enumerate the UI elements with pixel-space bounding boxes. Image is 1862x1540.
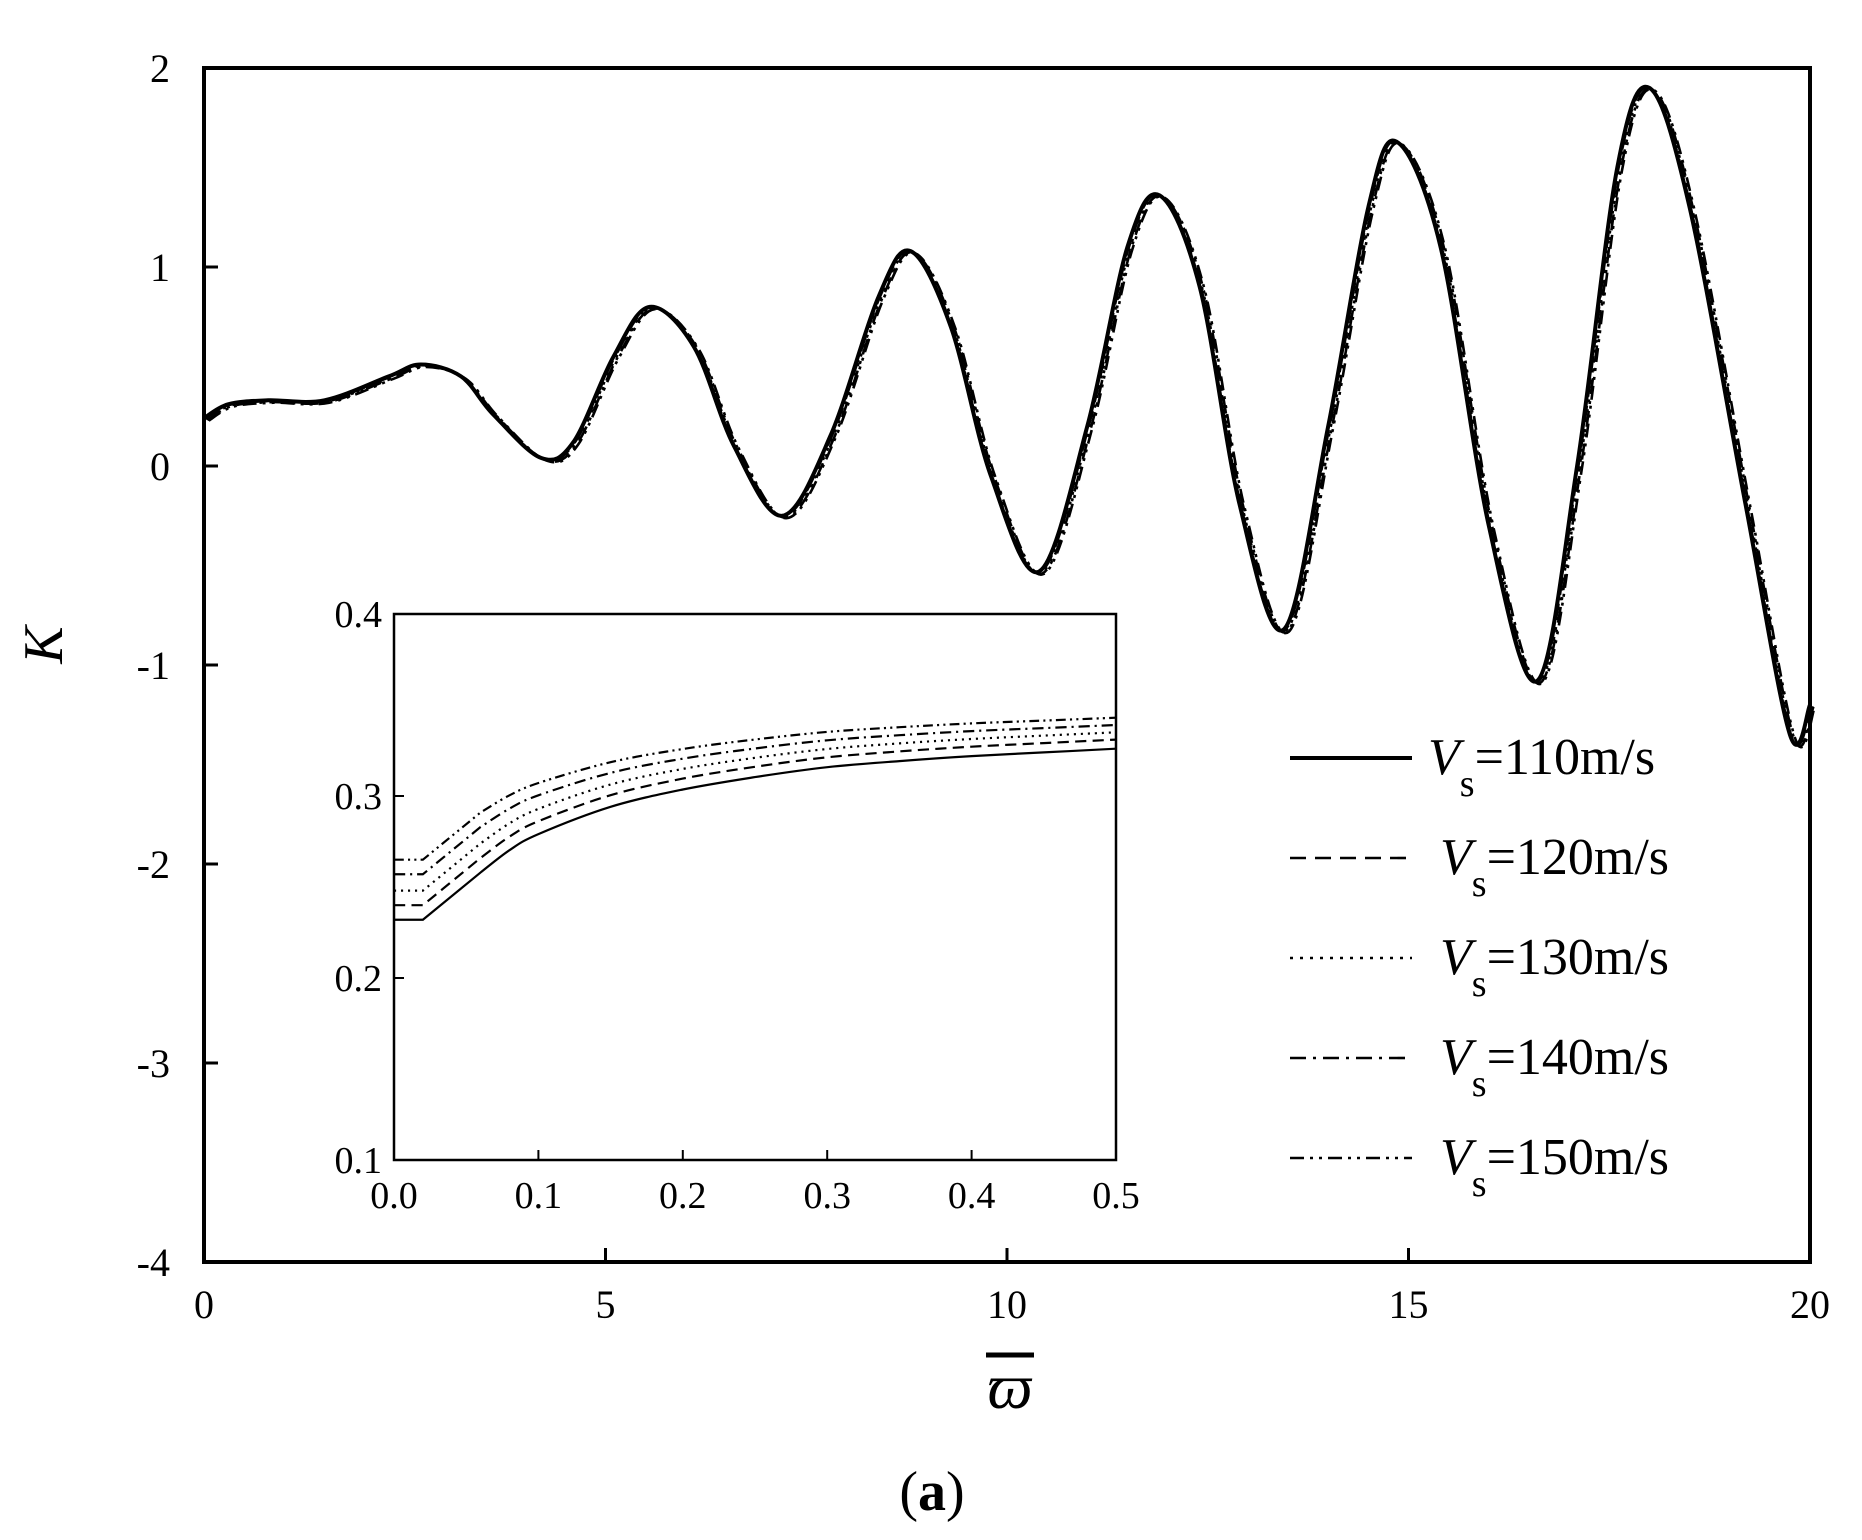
main-plot: 0 5 10 15 20 -4 -3 -2 -1 0 1 2 [137, 46, 1830, 1327]
inset-y-tick-label: 0.4 [335, 594, 383, 636]
legend-suffix: =150m/s [1487, 1129, 1669, 1186]
y-tick-label: -1 [137, 643, 170, 688]
x-tick-label: 5 [596, 1282, 616, 1327]
x-tick-label: 20 [1790, 1282, 1830, 1327]
legend-entry-Vs=140m/s: Vs=140m/s [1440, 1029, 1669, 1105]
legend-symbol: V [1440, 1129, 1477, 1186]
inset-plot: 0.0 0.1 0.2 0.3 0.4 0.50.10.20.30.4 [335, 594, 1140, 1217]
legend-suffix: =120m/s [1487, 829, 1669, 886]
inset-frame [392, 612, 1118, 1162]
inset-x-tick-label: 0.2 [659, 1175, 707, 1217]
inset-series-Vs=110m/s [394, 747, 1117, 921]
panel-letter: a [918, 1461, 946, 1523]
x-axis-label: ϖ [987, 1351, 1032, 1422]
inset-series-Vs=150m/s [394, 716, 1117, 861]
inset-x-tick-label: 0.5 [1092, 1175, 1140, 1217]
inset-x-tick-label: 0.4 [948, 1175, 996, 1217]
legend-symbol: V [1440, 1029, 1477, 1086]
x-tick-label: 0 [194, 1282, 214, 1327]
panel-label: (a) [899, 1461, 964, 1523]
panel-paren-open: ( [899, 1461, 918, 1523]
inset-y-tick-label: 0.1 [335, 1140, 383, 1182]
y-tick-label: -2 [137, 842, 170, 887]
x-axis-label-group: ϖ [986, 1351, 1034, 1422]
y-axis-label: K [13, 624, 75, 665]
y-tick-label: -4 [137, 1240, 170, 1285]
legend-entry-Vs=120m/s: Vs=120m/s [1440, 829, 1669, 905]
legend-symbol: V [1440, 829, 1477, 886]
legend-symbol: V [1428, 729, 1465, 786]
inset-y-tick-label: 0.2 [335, 958, 383, 1000]
inset-y-tick-label: 0.3 [335, 776, 383, 818]
legend: Vs=110m/sVs=120m/sVs=130m/sVs=140m/sVs=1… [1290, 729, 1669, 1205]
x-tick-label: 15 [1389, 1282, 1429, 1327]
y-tick-label: 2 [150, 46, 170, 91]
legend-subscript: s [1472, 963, 1487, 1005]
legend-symbol: V [1440, 929, 1477, 986]
y-tick-label: 1 [150, 245, 170, 290]
legend-entry-Vs=150m/s: Vs=150m/s [1440, 1129, 1669, 1205]
inset-series-Vs=140m/s [394, 723, 1117, 876]
inset-x-tick-label: 0.3 [803, 1175, 851, 1217]
inset-x-tick-label: 0.1 [515, 1175, 563, 1217]
main-series-Vs=120m/s [204, 86, 1813, 747]
legend-suffix: =140m/s [1487, 1029, 1669, 1086]
legend-suffix: =110m/s [1475, 729, 1656, 786]
legend-subscript: s [1460, 763, 1475, 805]
inset-series-Vs=120m/s [394, 738, 1117, 907]
legend-entry-Vs=110m/s: Vs=110m/s [1428, 729, 1655, 805]
y-tick-label: 0 [150, 444, 170, 489]
legend-subscript: s [1472, 1163, 1487, 1205]
panel-paren-close: ) [946, 1461, 965, 1523]
x-tick-label: 10 [987, 1282, 1027, 1327]
y-tick-label: -3 [137, 1041, 170, 1086]
inset-x-tick-label: 0.0 [370, 1175, 418, 1217]
legend-subscript: s [1472, 863, 1487, 905]
legend-subscript: s [1472, 1063, 1487, 1105]
legend-entry-Vs=130m/s: Vs=130m/s [1440, 929, 1669, 1005]
main-series-Vs=150m/s [208, 87, 1817, 749]
legend-suffix: =130m/s [1487, 929, 1669, 986]
main-series-Vs=130m/s [205, 86, 1814, 748]
